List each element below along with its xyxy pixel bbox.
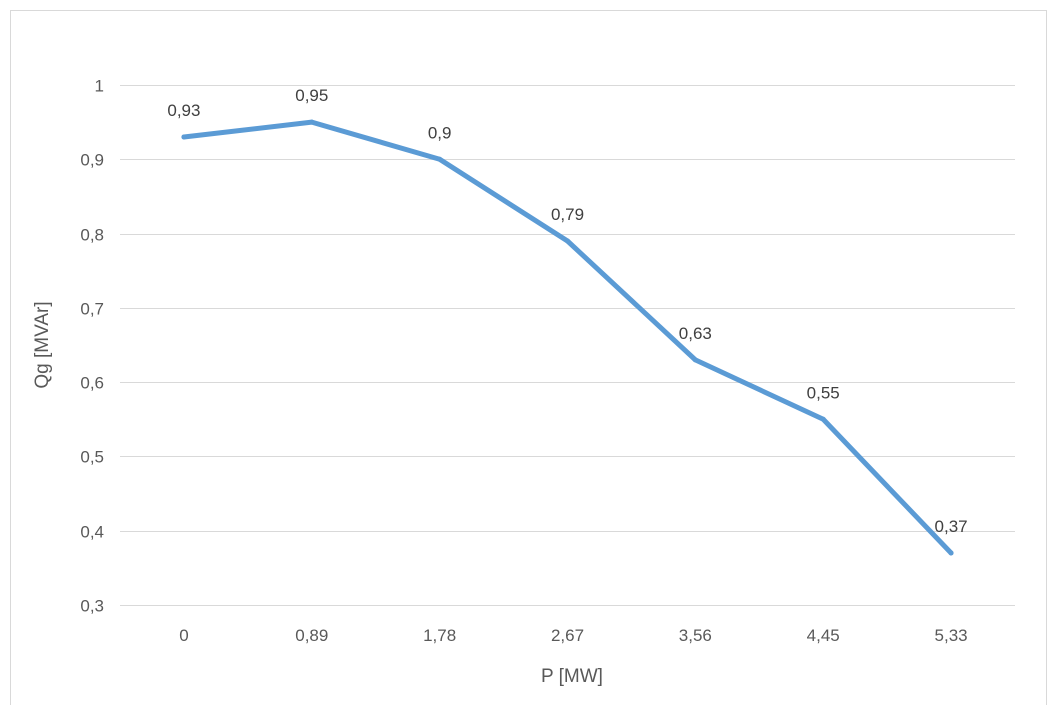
data-label: 0,95	[295, 86, 328, 105]
data-point	[565, 238, 570, 244]
data-label: 0,93	[167, 101, 200, 120]
data-label: 0,79	[551, 205, 584, 224]
y-tick-label: 0,7	[80, 300, 104, 319]
data-label: 0,63	[679, 324, 712, 343]
series-layer	[181, 119, 954, 556]
x-tick-label: 1,78	[423, 626, 456, 645]
y-axis-ticks: 0,3 0,4 0,5 0,6 0,7 0,8 0,9 1	[80, 77, 104, 616]
data-point	[820, 416, 826, 422]
x-axis-ticks: 0 0,89 1,78 2,67 3,56 4,45 5,33	[179, 626, 967, 645]
chart-frame	[10, 10, 1047, 705]
y-tick-label: 1	[95, 77, 104, 96]
y-tick-label: 0,9	[80, 151, 104, 170]
y-tick-label: 0,8	[80, 226, 104, 245]
y-tick-label: 0,4	[80, 523, 104, 542]
gridlines	[120, 85, 1015, 606]
data-point	[692, 357, 698, 363]
data-point	[181, 134, 187, 140]
y-tick-label: 0,6	[80, 374, 104, 393]
x-tick-label: 0,89	[295, 626, 328, 645]
data-label: 0,9	[428, 123, 452, 142]
x-axis-title: P [MW]	[541, 666, 603, 687]
x-tick-label: 3,56	[679, 626, 712, 645]
y-tick-label: 0,3	[80, 597, 104, 616]
data-label: 0,37	[935, 517, 968, 536]
y-axis-title: Qg [MVAr]	[32, 301, 53, 388]
data-point	[309, 119, 315, 125]
data-label: 0,55	[807, 383, 840, 402]
x-tick-label: 0	[179, 626, 188, 645]
series-line	[181, 119, 954, 556]
y-tick-label: 0,5	[80, 448, 104, 467]
x-tick-label: 4,45	[807, 626, 840, 645]
x-tick-label: 5,33	[935, 626, 968, 645]
data-point	[948, 550, 954, 556]
x-tick-label: 2,67	[551, 626, 584, 645]
data-point	[437, 156, 443, 162]
data-labels: 0,93 0,95 0,9 0,79 0,63 0,55 0,37	[167, 86, 967, 536]
